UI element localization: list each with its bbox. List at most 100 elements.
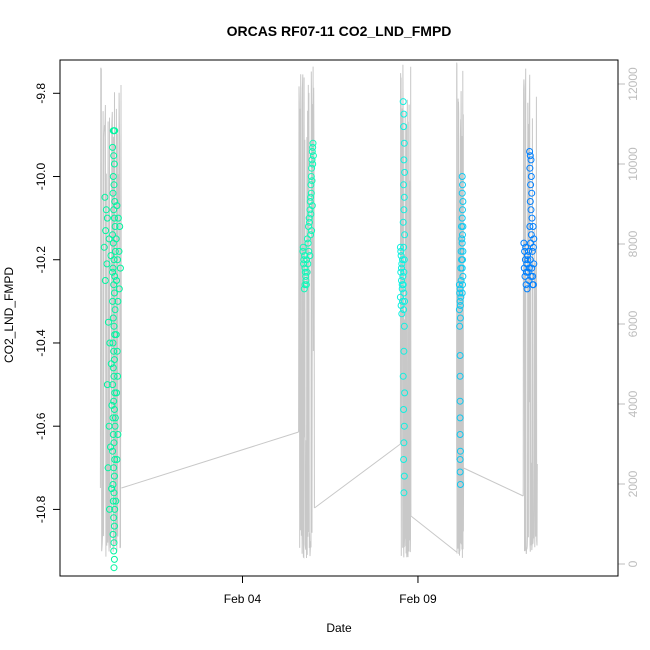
data-point [307,173,315,180]
data-point [400,489,408,497]
data-point [399,297,406,305]
data-point [108,401,116,409]
data-point [530,260,538,268]
x-tick-label: Feb 04 [224,592,262,606]
data-point [397,302,405,309]
data-point [101,193,109,201]
data-point [398,281,406,289]
data-point [110,564,118,572]
data-point [400,439,408,447]
data-point [529,272,537,280]
data-point [103,381,111,389]
data-point [396,293,404,301]
data-point [458,189,466,197]
data-point [399,218,407,226]
data-point [459,181,466,189]
data-point [102,227,110,235]
x-tick-label: Feb 09 [399,592,437,606]
data-point [308,148,316,155]
data-point [109,381,117,389]
data-point [396,243,404,251]
data-point [456,447,464,455]
data-point [109,364,117,372]
secondary-flight-trace [99,67,122,557]
data-point [109,189,117,197]
data-point [107,360,115,368]
data-point [458,173,466,180]
data-point [399,372,407,380]
secondary-transit-line [314,443,401,509]
data-point [116,264,124,272]
data-point [528,214,536,222]
data-point [109,481,117,488]
data-point [309,160,317,168]
data-point [110,547,118,555]
data-point [301,281,309,289]
data-point [520,239,528,247]
data-point [306,252,314,260]
data-point [111,414,119,422]
data-point [456,285,464,293]
data-point [527,173,535,180]
data-point [400,472,408,480]
data-point [113,389,120,397]
data-point [400,406,408,413]
data-point [457,247,465,255]
data-point [110,372,118,380]
data-point [309,152,317,160]
data-point [110,439,118,447]
data-point [304,260,312,268]
data-point [302,277,310,284]
data-point [105,235,113,243]
data-point [528,189,536,197]
data-point [305,247,313,255]
data-point [400,181,408,189]
data-point [458,223,465,230]
data-point [110,472,118,480]
data-point [400,347,408,355]
data-point [458,239,466,247]
data-point [456,481,464,488]
data-point [455,306,463,314]
data-point [456,302,464,309]
data-point [110,152,118,160]
data-point [111,272,119,280]
data-point [115,285,123,293]
data-point [456,431,464,438]
y2-tick-label: 12000 [626,67,640,101]
data-point [112,235,120,243]
data-point [308,156,316,164]
data-point [111,505,119,513]
secondary-flight-trace [456,62,465,558]
data-point [399,98,407,106]
data-point [110,322,118,330]
y2-tick-label: 8000 [626,230,640,257]
data-point [307,181,315,189]
data-point [104,318,112,326]
data-point [109,231,117,239]
data-point [302,272,310,280]
data-point [112,331,120,339]
y-tick-label: -10.2 [34,246,48,274]
data-point [400,322,408,330]
data-point [107,252,115,260]
data-point [528,264,536,272]
data-point [114,297,122,305]
data-point [398,277,405,284]
data-point [521,256,529,264]
data-point [530,235,538,243]
data-point [456,352,464,359]
data-point [397,252,405,260]
data-point [116,223,124,230]
data-point [113,456,121,463]
data-point [457,264,465,272]
y2-tick-label: 4000 [626,390,640,417]
data-point [528,247,536,255]
y-axis-label: CO2_LND_FMPD [2,267,16,363]
data-point [110,539,118,547]
data-point [398,310,406,318]
data-point [115,247,123,255]
data-point [400,206,408,214]
data-point [399,272,407,280]
